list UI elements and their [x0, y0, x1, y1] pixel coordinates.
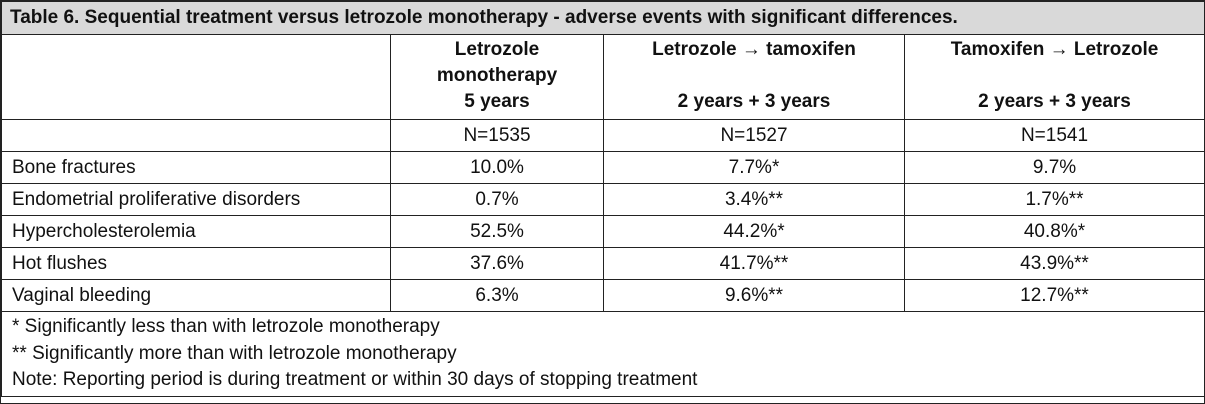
adverse-events-table: Table 6. Sequential treatment versus let… — [1, 1, 1205, 397]
footnote: ** Significantly more than with letrozol… — [12, 342, 457, 364]
column-header-row: Letrozole monotherapy 5 years Letrozole … — [1, 34, 1205, 120]
table-row: Bone fractures 10.0% 7.7%* 9.7% — [1, 151, 1205, 184]
footnote: Note: Reporting period is during treatme… — [12, 369, 698, 390]
sample-size-cell: N=1541 — [904, 119, 1205, 152]
column-header-line: Letrozole → tamoxifen — [652, 39, 856, 60]
table-notes-row: * Significantly less than with letrozole… — [1, 311, 1205, 397]
table-cell: 41.7%** — [603, 247, 905, 280]
column-header-line: 5 years — [464, 91, 530, 112]
sample-size-cell: N=1535 — [390, 119, 604, 152]
table-cell: 7.7%* — [603, 151, 905, 184]
table-title-row: Table 6. Sequential treatment versus let… — [1, 1, 1205, 35]
table-row: Hot flushes 37.6% 41.7%** 43.9%** — [1, 247, 1205, 280]
sample-size-blank-cell — [1, 119, 391, 152]
row-label: Hot flushes — [1, 247, 391, 280]
column-header-tamoxifen-letrozole: Tamoxifen → Letrozole 2 years + 3 years — [904, 34, 1205, 120]
table-row: Vaginal bleeding 6.3% 9.6%** 12.7%** — [1, 279, 1205, 312]
table-cell: 9.7% — [904, 151, 1205, 184]
row-label: Bone fractures — [1, 151, 391, 184]
table-cell: 1.7%** — [904, 183, 1205, 216]
column-header-spacer — [905, 63, 1204, 89]
column-header-letrozole-monotherapy: Letrozole monotherapy 5 years — [390, 34, 604, 120]
sample-size-cell: N=1527 — [603, 119, 905, 152]
table-cell: 44.2%* — [603, 215, 905, 248]
table-cell: 40.8%* — [904, 215, 1205, 248]
table-cell: 9.6%** — [603, 279, 905, 312]
column-header-line: Letrozole — [454, 39, 540, 60]
sample-size-row: N=1535 N=1527 N=1541 — [1, 119, 1205, 152]
table-cell: 0.7% — [390, 183, 604, 216]
table-cell: 52.5% — [390, 215, 604, 248]
table-cell: 43.9%** — [904, 247, 1205, 280]
table-cell: 12.7%** — [904, 279, 1205, 312]
header-blank-cell — [1, 34, 391, 120]
table-row: Endometrial proliferative disorders 0.7%… — [1, 183, 1205, 216]
table-cell: 10.0% — [390, 151, 604, 184]
column-header-spacer — [604, 63, 904, 89]
column-header-line: Tamoxifen → Letrozole — [950, 39, 1159, 60]
column-header-line: 2 years + 3 years — [677, 91, 831, 112]
table-title: Table 6. Sequential treatment versus let… — [1, 1, 1205, 35]
column-header-line: 2 years + 3 years — [978, 91, 1131, 112]
table-cell: 37.6% — [390, 247, 604, 280]
row-label: Endometrial proliferative disorders — [1, 183, 391, 216]
table-cell: 6.3% — [390, 279, 604, 312]
footnote: * Significantly less than with letrozole… — [12, 316, 440, 337]
row-label: Vaginal bleeding — [1, 279, 391, 312]
row-label: Hypercholesterolemia — [1, 215, 391, 248]
table-row: Hypercholesterolemia 52.5% 44.2%* 40.8%* — [1, 215, 1205, 248]
table-notes: * Significantly less than with letrozole… — [1, 311, 1205, 397]
column-header-line: monotherapy — [436, 65, 558, 86]
table-cell: 3.4%** — [603, 183, 905, 216]
column-header-letrozole-tamoxifen: Letrozole → tamoxifen 2 years + 3 years — [603, 34, 905, 120]
